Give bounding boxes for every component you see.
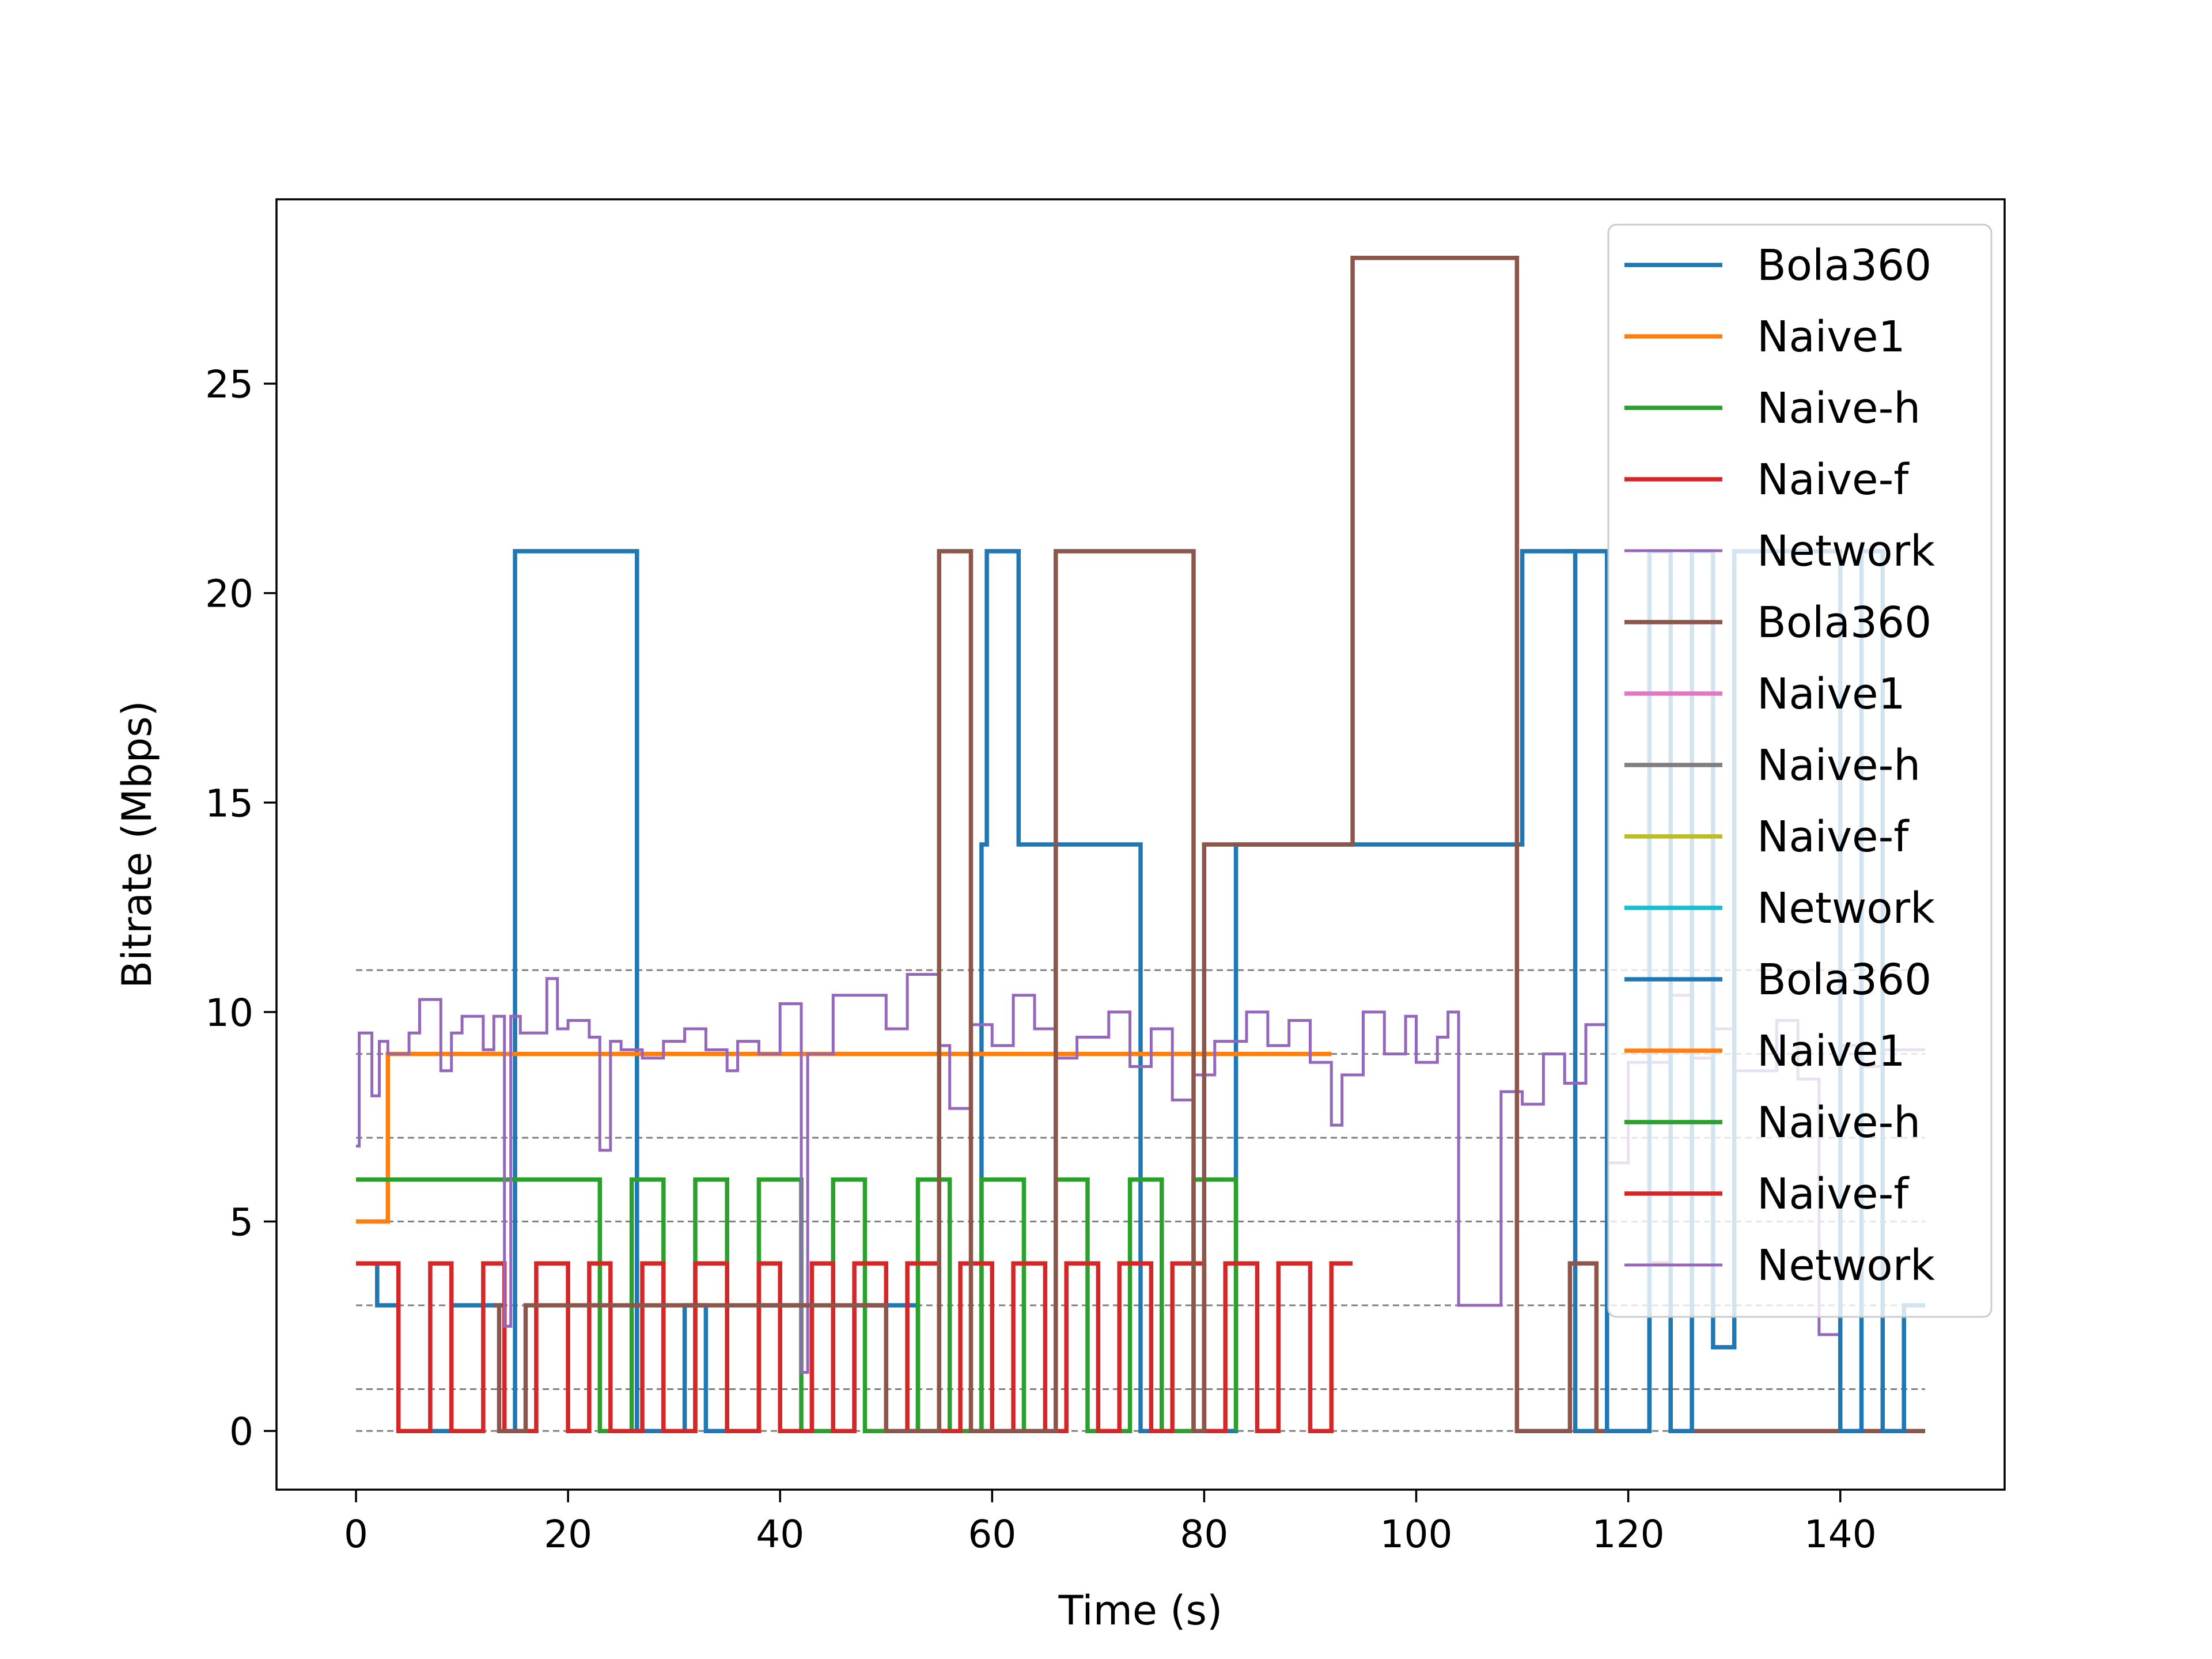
series-line-5 [494, 256, 1925, 1433]
legend-label-12: Naive-h [1757, 1098, 1921, 1147]
x-tick-label-1: 20 [544, 1512, 592, 1556]
legend-label-8: Naive-f [1757, 812, 1910, 862]
legend-label-1: Naive1 [1757, 312, 1906, 362]
series-line-1 [356, 1051, 1332, 1224]
series-line-4 [356, 973, 1925, 1374]
x-axis: 0 20 40 60 80 100 120 140 [344, 1490, 1877, 1556]
x-axis-label: Time (s) [1058, 1587, 1223, 1634]
legend-label-6: Naive1 [1757, 669, 1906, 719]
y-tick-label-0: 0 [229, 1410, 253, 1454]
y-tick-label-1: 5 [229, 1200, 253, 1245]
x-tick-label-5: 100 [1380, 1512, 1453, 1556]
legend-label-5: Bola360 [1757, 598, 1931, 647]
y-axis: 0 5 10 15 20 25 [205, 362, 276, 1454]
legend: Bola360 Naive1 Naive-h Naive-f Network Bola36… [1607, 224, 1993, 1318]
legend-box [1607, 224, 1993, 1318]
legend-label-2: Naive-h [1757, 384, 1921, 433]
legend-label-13: Naive-f [1757, 1169, 1910, 1219]
y-axis-label: Bitrate (Mbps) [113, 700, 161, 988]
y-tick-label-4: 20 [205, 572, 253, 616]
x-tick-label-2: 40 [756, 1512, 804, 1556]
legend-label-9: Network [1757, 884, 1935, 933]
legend-label-7: Naive-h [1757, 741, 1921, 790]
x-tick-label-6: 120 [1592, 1512, 1665, 1556]
legend-label-11: Naive1 [1757, 1027, 1906, 1076]
legend-label-10: Bola360 [1757, 955, 1931, 1005]
x-tick-label-4: 80 [1180, 1512, 1228, 1556]
legend-label-3: Naive-f [1757, 455, 1910, 505]
axes-frame [275, 198, 2006, 1491]
legend-label-14: Network [1757, 1241, 1935, 1290]
legend-label-4: Network [1757, 527, 1935, 576]
y-tick-label-3: 15 [205, 781, 253, 825]
series-line-3 [356, 1261, 1353, 1433]
x-tick-label-0: 0 [344, 1512, 368, 1556]
x-tick-label-3: 60 [968, 1512, 1016, 1556]
y-tick-label-5: 25 [205, 362, 253, 407]
x-tick-label-7: 140 [1804, 1512, 1877, 1556]
y-tick-label-2: 10 [205, 991, 253, 1035]
legend-label-0: Bola360 [1757, 241, 1931, 290]
